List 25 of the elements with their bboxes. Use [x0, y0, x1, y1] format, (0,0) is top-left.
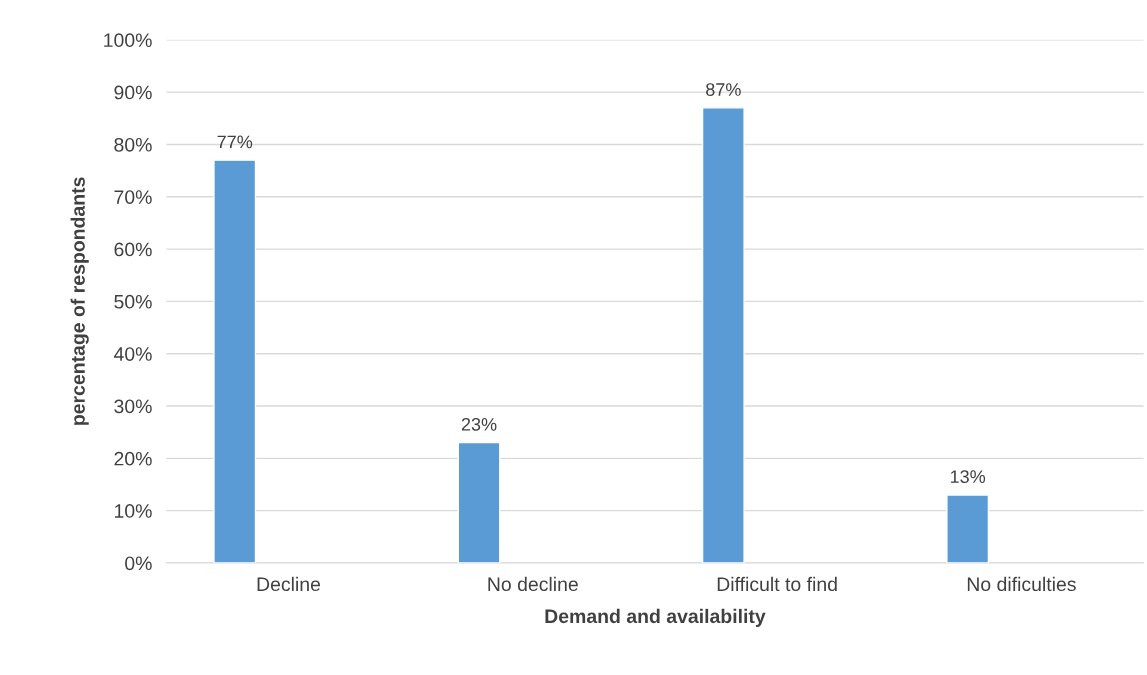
y-tick-label: 100%: [104, 33, 152, 48]
y-tick-label: 0%: [125, 556, 152, 571]
y-tick-label: 10%: [114, 504, 152, 518]
bar: [457, 441, 501, 563]
data-label: 87%: [706, 83, 741, 96]
y-tick-label: 80%: [114, 137, 152, 152]
y-tick-label: 70%: [114, 190, 152, 204]
y-axis-title: percentage of respondants: [70, 177, 89, 425]
y-tick-label: 50%: [114, 294, 152, 309]
x-tick-label: No decline: [488, 576, 578, 592]
data-label: 77%: [217, 135, 253, 149]
x-tick-label: Decline: [257, 576, 321, 592]
x-tick-label: No dificulties: [967, 576, 1076, 592]
y-tick-label: 20%: [114, 451, 152, 466]
bar: [946, 494, 990, 563]
bar: [213, 159, 257, 563]
x-tick-label: Difficult to find: [717, 576, 837, 592]
x-axis-title: Demand and availability: [545, 608, 766, 627]
y-tick-label: 90%: [114, 85, 152, 100]
y-tick-label: 40%: [113, 347, 152, 361]
bar: [701, 107, 745, 563]
y-tick-label: 60%: [114, 242, 152, 257]
data-label: 13%: [950, 470, 986, 484]
y-tick-label: 30%: [114, 399, 152, 414]
data-label: 23%: [461, 417, 497, 431]
